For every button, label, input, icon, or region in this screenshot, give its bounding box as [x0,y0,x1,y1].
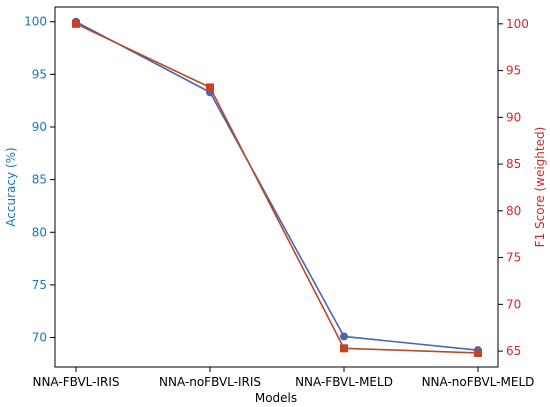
f1-score-point [340,344,348,353]
series-layer [72,17,482,357]
x-axis: NNA-FBVL-IRIS NNA-noFBVL-IRIS NNA-FBVL-MEL… [32,367,534,389]
accuracy-point [340,332,348,341]
x-tick-label: NNA-FBVL-MELD [295,375,393,389]
series-line-accuracy [75,21,479,351]
x-axis-title: Models [255,391,297,405]
right-tick-label: 80 [506,204,521,218]
left-tick-label: 100 [24,15,47,29]
f1-score-point [206,83,214,92]
left-tick-label: 95 [32,67,47,81]
f1-score-point [474,348,482,357]
x-tick-label: NNA-FBVL-IRIS [32,375,119,389]
x-tick-label: NNA-noFBVL-MELD [422,375,535,389]
left-y-axis: 70 75 80 85 90 95 100 [24,15,55,345]
left-tick-label: 80 [32,225,47,239]
left-tick-label: 70 [32,331,47,345]
right-tick-label: 70 [506,297,521,311]
left-tick-label: 75 [32,278,47,292]
right-tick-label: 95 [506,64,521,78]
right-tick-label: 90 [506,110,521,124]
right-y-axis: 65 70 75 80 85 90 95 100 [498,17,529,358]
series-line-f1-score [75,23,479,354]
left-tick-label: 85 [32,173,47,187]
f1-score-point [72,19,80,28]
left-y-axis-title: Accuracy (%) [4,147,18,226]
plot-area [54,6,499,368]
x-tick-label: NNA-noFBVL-IRIS [159,375,261,389]
right-tick-label: 75 [506,251,521,265]
right-y-axis-title: F1 Score (weighted) [533,127,547,248]
right-tick-label: 85 [506,157,521,171]
right-tick-label: 100 [506,17,529,31]
left-tick-label: 90 [32,120,47,134]
right-tick-label: 65 [506,344,521,358]
